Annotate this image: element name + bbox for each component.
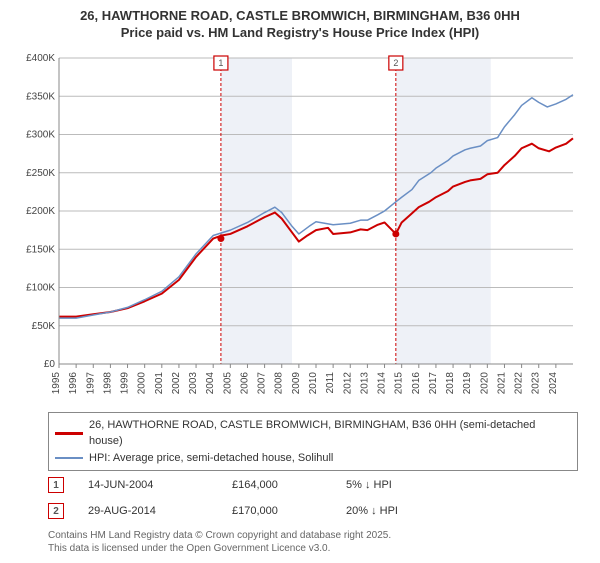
marker-price: £164,000 — [232, 479, 322, 491]
svg-text:2: 2 — [393, 58, 398, 68]
svg-text:£250K: £250K — [26, 168, 55, 179]
svg-text:2014: 2014 — [377, 371, 388, 394]
svg-text:2018: 2018 — [445, 371, 456, 394]
legend-row: HPI: Average price, semi-detached house,… — [55, 450, 571, 467]
svg-text:1: 1 — [218, 58, 223, 68]
svg-text:£150K: £150K — [26, 244, 55, 255]
svg-text:2007: 2007 — [257, 371, 268, 394]
title-line2: Price paid vs. HM Land Registry's House … — [8, 25, 592, 42]
svg-text:£50K: £50K — [32, 321, 56, 332]
svg-text:2003: 2003 — [188, 371, 199, 394]
legend-swatch — [55, 457, 83, 459]
footer-line1: Contains HM Land Registry data © Crown c… — [48, 529, 578, 542]
svg-text:2023: 2023 — [531, 371, 542, 394]
svg-text:2000: 2000 — [137, 371, 148, 394]
svg-text:2019: 2019 — [462, 371, 473, 394]
svg-text:2004: 2004 — [205, 371, 216, 394]
marker-date: 14-JUN-2004 — [88, 479, 208, 491]
svg-text:£400K: £400K — [26, 53, 55, 64]
chart-area: £0 £50K £100K £150K £200K £250K £300K £350K £400… — [15, 48, 585, 408]
svg-text:1996: 1996 — [68, 371, 79, 394]
markers-table: 1 14-JUN-2004 £164,000 5% ↓ HPI 2 29-AUG-2014… — [48, 477, 578, 519]
svg-text:1999: 1999 — [120, 371, 131, 394]
svg-text:2015: 2015 — [394, 371, 405, 394]
svg-text:2017: 2017 — [428, 371, 439, 394]
footer-line2: This data is licensed under the Open Gov… — [48, 542, 578, 555]
legend-label: HPI: Average price, semi-detached house,… — [89, 450, 333, 467]
svg-text:2011: 2011 — [325, 371, 336, 393]
svg-text:1998: 1998 — [102, 371, 113, 394]
svg-text:2006: 2006 — [239, 371, 250, 394]
legend-swatch — [55, 432, 83, 435]
svg-text:2012: 2012 — [342, 371, 353, 394]
svg-text:£100K: £100K — [26, 282, 55, 293]
svg-text:1997: 1997 — [85, 371, 96, 394]
svg-text:1995: 1995 — [51, 371, 62, 394]
svg-text:£300K: £300K — [26, 129, 55, 140]
svg-text:2016: 2016 — [411, 371, 422, 394]
svg-text:2024: 2024 — [548, 371, 559, 394]
footer: Contains HM Land Registry data © Crown c… — [48, 529, 578, 555]
svg-text:£350K: £350K — [26, 91, 55, 102]
svg-text:2020: 2020 — [479, 371, 490, 394]
svg-text:2005: 2005 — [222, 371, 233, 394]
legend: 26, HAWTHORNE ROAD, CASTLE BROMWICH, BIR… — [48, 412, 578, 472]
marker-change: 20% ↓ HPI — [346, 505, 446, 517]
marker-price: £170,000 — [232, 505, 322, 517]
svg-text:2010: 2010 — [308, 371, 319, 394]
svg-text:2009: 2009 — [291, 371, 302, 394]
svg-text:£0: £0 — [44, 359, 56, 370]
marker-number-box: 2 — [48, 503, 64, 519]
svg-text:2002: 2002 — [171, 371, 182, 394]
svg-text:2013: 2013 — [359, 371, 370, 394]
marker-change: 5% ↓ HPI — [346, 479, 446, 491]
svg-text:2022: 2022 — [514, 371, 525, 394]
marker-row: 2 29-AUG-2014 £170,000 20% ↓ HPI — [48, 503, 578, 519]
legend-row: 26, HAWTHORNE ROAD, CASTLE BROMWICH, BIR… — [55, 417, 571, 450]
legend-label: 26, HAWTHORNE ROAD, CASTLE BROMWICH, BIR… — [89, 417, 571, 450]
title-line1: 26, HAWTHORNE ROAD, CASTLE BROMWICH, BIR… — [8, 8, 592, 25]
svg-text:2008: 2008 — [274, 371, 285, 394]
chart-title: 26, HAWTHORNE ROAD, CASTLE BROMWICH, BIR… — [8, 8, 592, 42]
marker-number-box: 1 — [48, 477, 64, 493]
marker-date: 29-AUG-2014 — [88, 505, 208, 517]
marker-row: 1 14-JUN-2004 £164,000 5% ↓ HPI — [48, 477, 578, 493]
svg-text:2001: 2001 — [154, 371, 165, 394]
svg-text:£200K: £200K — [26, 206, 55, 217]
svg-text:2021: 2021 — [496, 371, 507, 394]
